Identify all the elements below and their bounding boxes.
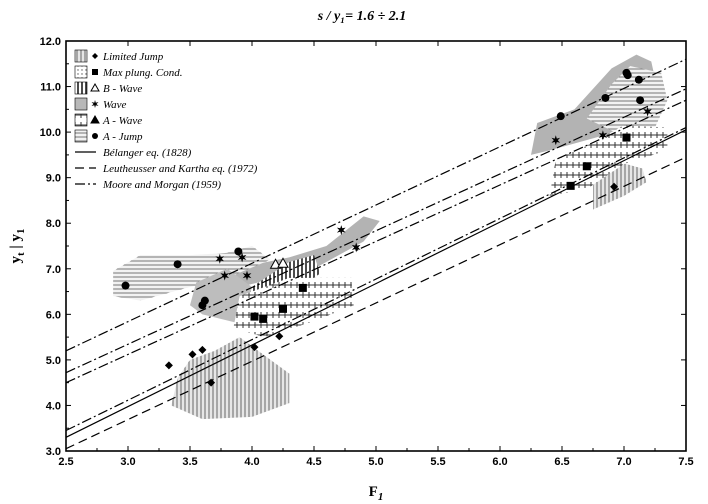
x-tick-label: 5.5 [430,456,445,468]
legend-swatch [74,113,88,127]
legend-swatch [74,49,88,63]
circle-marker [622,133,631,142]
open-triangle-marker [90,82,100,92]
x-tick-label: 2.5 [58,456,73,468]
legend-label: Max plung. Cond. [102,67,182,79]
diamond-marker [610,182,619,191]
legend-swatch [74,81,88,95]
open-triangle-marker [277,257,289,268]
legend-label: Leutheusser and Kartha eq. (1972) [102,163,258,175]
star-marker [220,270,230,281]
y-tick-label: 9.0 [46,173,61,185]
series-line [65,129,687,438]
x-tick-label: 4.5 [306,456,321,468]
shaded-region [233,216,380,287]
plot-frame [65,40,687,452]
series-line [65,156,687,450]
y-tick-label: 12.0 [40,36,61,48]
legend-label: Limited Jump [102,51,164,63]
star-marker [598,130,608,141]
diamond-marker [275,332,284,341]
star-marker [551,135,561,146]
circle-marker [634,75,643,84]
y-tick-label: 4.0 [46,400,61,412]
x-tick-label: 5.0 [368,456,383,468]
legend-label: Moore and Morgan (1959) [102,179,221,191]
data-markers [121,68,652,387]
star-marker [237,252,247,263]
x-tick-label: 7.5 [678,456,693,468]
legend-label: Wave [103,99,127,111]
square-marker [279,304,287,313]
y-tick-label: 6.0 [46,309,61,321]
reference-lines [65,58,687,450]
star-marker [643,106,652,117]
legend-swatch [74,129,88,143]
circle-marker [623,71,632,80]
circle-marker [636,96,645,105]
y-axis-label: yt | y1 [8,229,27,264]
x-axis-label: F1 [369,484,384,503]
x-tick-label: 6.0 [492,456,507,468]
diamond-marker [164,361,173,370]
diamond-marker [207,378,216,387]
y-tick-label: 11.0 [40,82,61,94]
y-tick-label: 5.0 [46,355,61,367]
circle-marker [121,281,130,290]
star-marker [215,253,225,264]
x-tick-label: 3.5 [182,456,197,468]
circle-marker [200,296,209,305]
chart-title: s / y₁= 1.6 ÷ 2.1 [317,9,407,24]
diamond-marker [92,53,98,59]
shaded-region [586,66,668,137]
open-triangle-marker [269,258,282,269]
series-line [65,88,687,374]
x-tick-label: 3.0 [120,456,135,468]
y-tick-label: 7.0 [46,264,61,276]
legend: Limited Jump Max plung. Cond. B - Wave Wave… [74,49,258,191]
x-tick-label: 6.5 [554,456,569,468]
x-tick-label: 4.0 [244,456,259,468]
legend-label: A - Wave [102,115,142,127]
y-tick-label: 8.0 [46,218,61,230]
circle-marker [601,93,610,102]
circle-marker [234,247,243,256]
axis-ticks: 2.5 3.0 3.5 4.0 4.5 5.0 5.5 6.0 6.5 7.0 7.53.04.05… [40,36,694,468]
star-marker [351,242,361,253]
square-marker [566,181,575,190]
diamond-marker [188,350,197,359]
legend-label: B - Wave [103,83,142,95]
series-line [65,127,687,432]
legend-swatch [74,97,88,111]
triangle-marker [90,114,100,124]
series-line [65,99,687,384]
series-line [65,58,687,352]
legend-swatch [74,65,88,79]
diamond-marker [250,343,259,352]
circle-marker [92,133,98,139]
star-marker [242,270,252,281]
legend-label: Bélanger eq. (1828) [103,147,192,159]
star-marker [91,100,99,108]
data-regions [113,54,668,420]
square-marker [92,69,98,75]
square-marker [298,283,307,292]
square-marker [259,314,268,323]
shaded-region [171,337,290,420]
square-marker [250,312,259,321]
star-marker [336,225,346,236]
x-tick-label: 7.0 [616,456,631,468]
diamond-marker [198,345,207,354]
y-tick-label: 3.0 [46,446,61,458]
circle-marker [173,260,182,269]
shaded-region [113,246,271,301]
y-tick-label: 10.0 [40,127,61,139]
circle-marker [556,112,565,121]
legend-label: A - Jump [102,131,143,143]
square-marker [582,162,591,171]
shaded-region [549,125,668,196]
